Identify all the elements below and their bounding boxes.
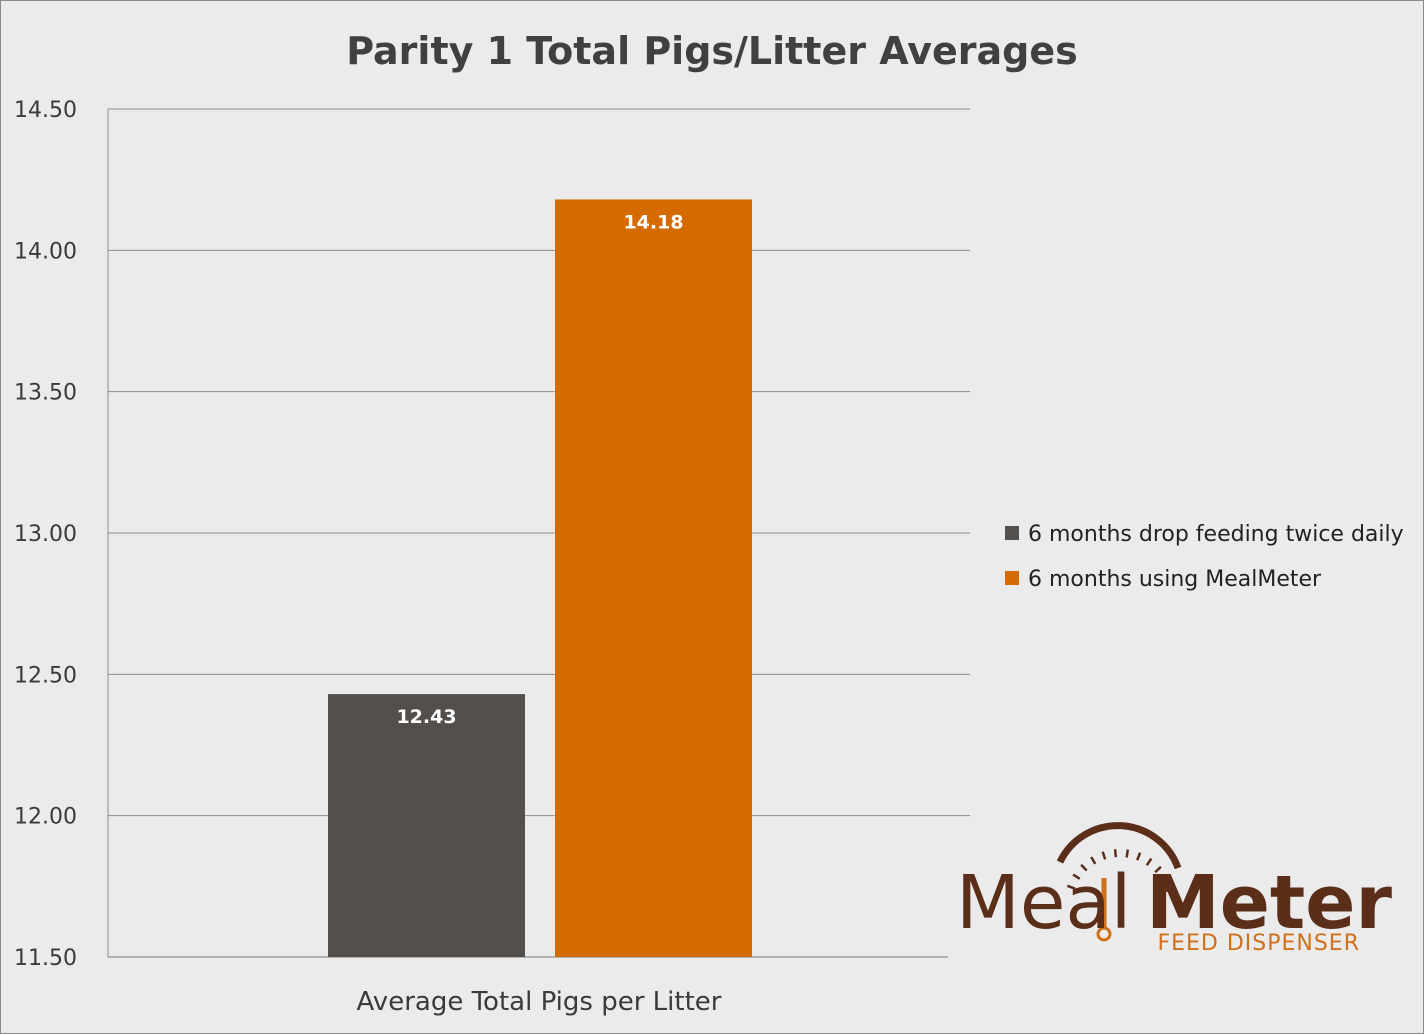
y-tick-label: 13.50 [14,381,77,406]
logo-word-meal: Meal [956,860,1131,946]
data-labels: 12.43 14.18 [396,211,683,728]
gauge-tick [1080,863,1088,872]
bars [328,199,752,957]
bar [328,694,525,957]
gauge-ticks-icon [1066,849,1174,893]
y-tick-label: 14.50 [14,98,77,123]
y-tick-label: 12.50 [14,663,77,688]
data-label: 14.18 [623,211,683,233]
logo-word-meter: Meter [1146,860,1392,946]
y-tick-label: 14.00 [14,239,77,264]
gauge-tick [1090,856,1097,865]
gauge-tick [1066,884,1076,890]
chart-title: Parity 1 Total Pigs/Litter Averages [346,29,1078,73]
gauge-tick [1125,849,1130,858]
legend: 6 months drop feeding twice daily 6 mont… [1005,522,1404,592]
gauge-tick [1101,851,1107,860]
legend-swatch-mealmeter [1005,571,1019,585]
bar [555,199,752,957]
y-axis: 11.50 12.00 12.50 13.00 13.50 14.00 14.50 [14,98,109,971]
gauge-arc-icon [1056,822,1182,870]
gauge-pivot-icon [1096,926,1112,942]
legend-swatch-drop-feeding [1005,526,1019,540]
y-tick-label: 12.00 [14,805,77,830]
gauge-tick [1165,887,1174,893]
gridlines [108,108,970,958]
gauge-tick [1154,865,1162,874]
y-tick-label: 13.00 [14,522,77,547]
mealmeter-logo: Meal Meter FEED DISPENSER [956,822,1392,956]
gauge-tick [1136,852,1142,861]
logo-tagline: FEED DISPENSER [1157,931,1360,956]
legend-entry-mealmeter: 6 months using MealMeter [1028,567,1322,592]
gauge-tick [1072,873,1081,880]
y-tick-label: 11.50 [14,946,77,971]
data-label: 12.43 [396,706,456,728]
gauge-tick [1145,857,1153,866]
gauge-tick [1113,849,1118,858]
category-label: Average Total Pigs per Litter [357,987,722,1017]
gauge-tick [1160,875,1170,883]
legend-entry-drop-feeding: 6 months drop feeding twice daily [1028,522,1404,547]
